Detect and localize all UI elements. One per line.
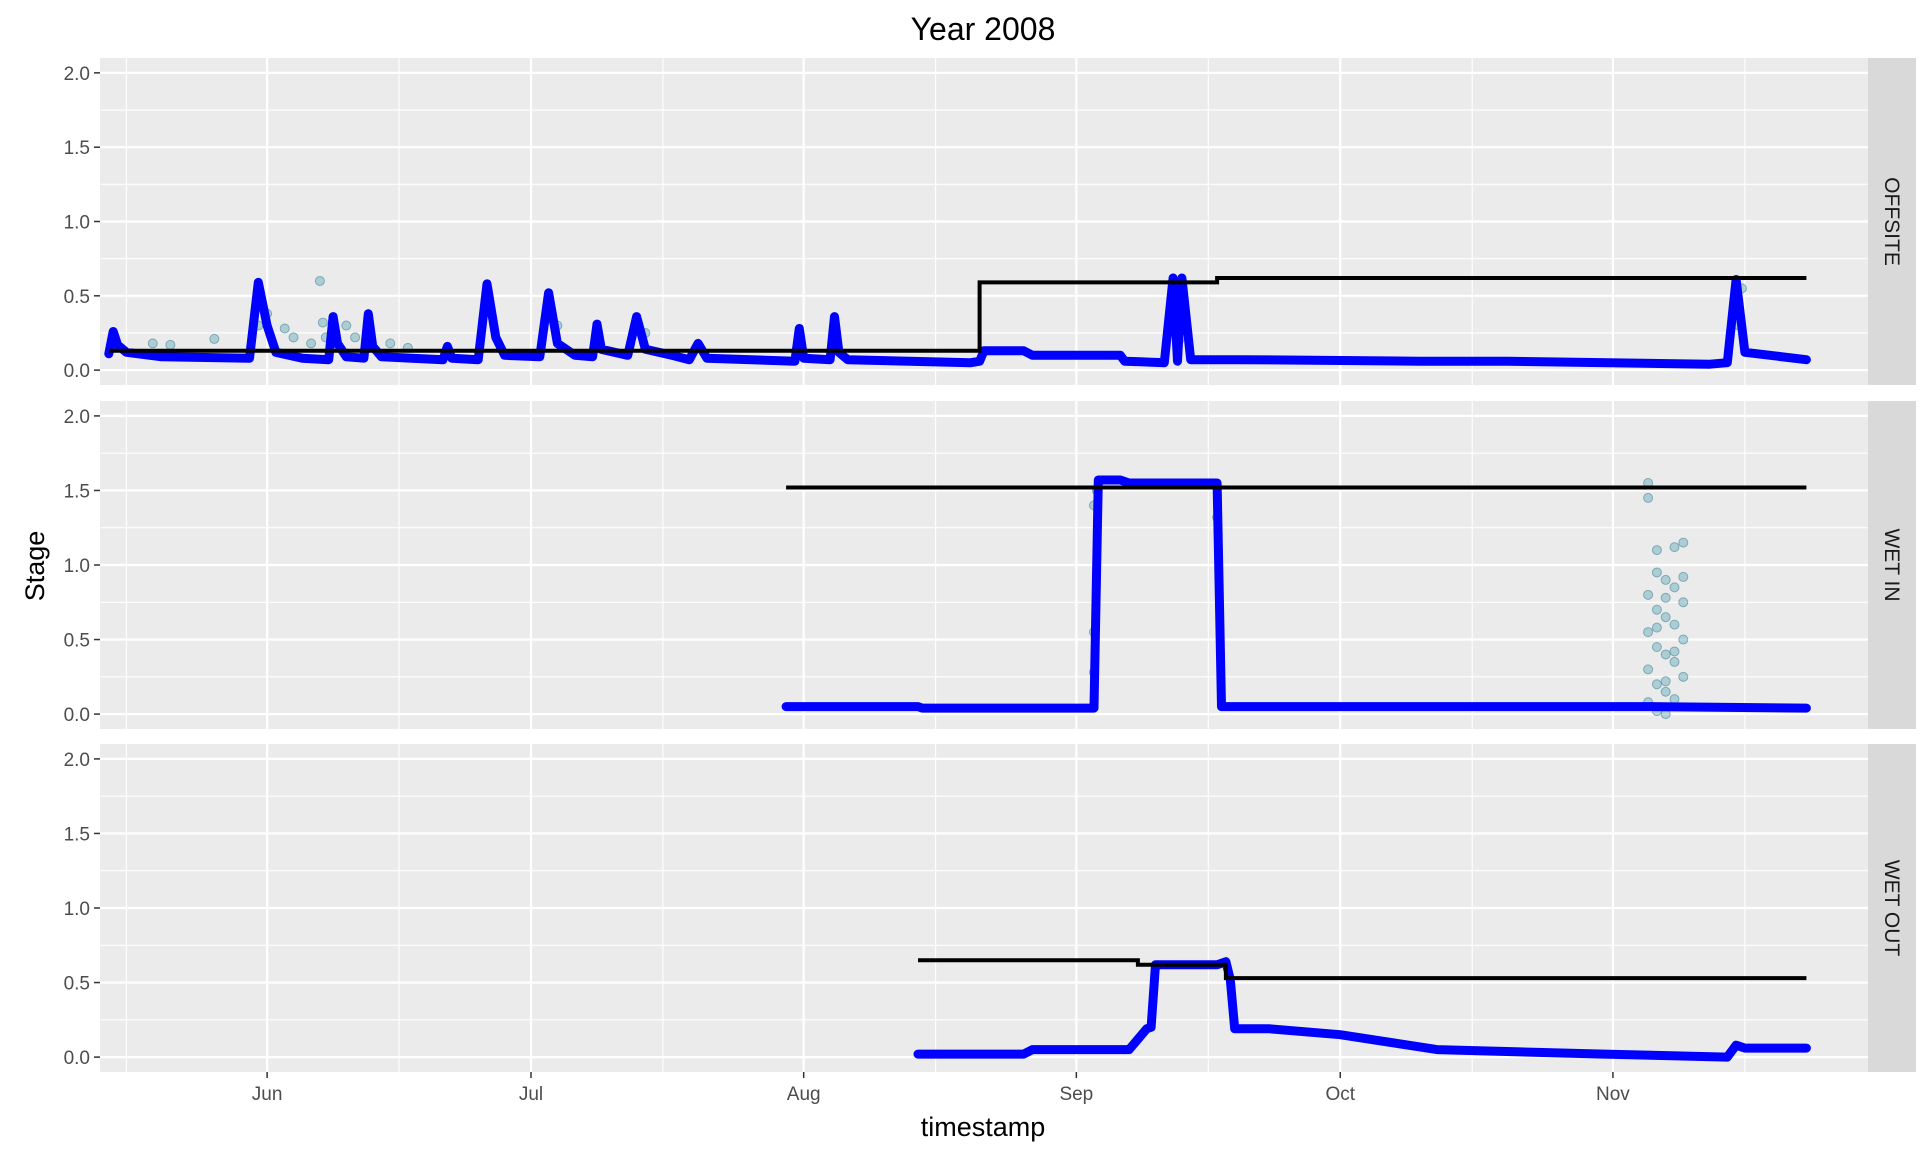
x-tick-label: Oct (1325, 1084, 1355, 1105)
facet-offsite: 0.0 0.5 1.0 1.5 2.0 OFFSITE (64, 58, 1916, 385)
y-axis-title: Stage (20, 531, 50, 602)
chart-title: Year 2008 (911, 11, 1056, 47)
x-tick-label: Aug (787, 1084, 821, 1105)
x-axis: Jun Jul Aug Sep Oct Nov (252, 1072, 1630, 1105)
scatter-point (341, 320, 352, 331)
scatter-point (1669, 619, 1680, 630)
scatter-point (350, 332, 361, 343)
y-tick-label: 0.5 (64, 631, 90, 652)
y-tick-label: 2.0 (64, 750, 90, 771)
scatter-point (317, 317, 328, 328)
scatter-point (1660, 649, 1671, 660)
scatter-point (288, 332, 299, 343)
stage-series-line (104, 273, 1811, 369)
scatter-point (1678, 597, 1689, 608)
scatter-point (1678, 634, 1689, 645)
scatter-point (1643, 664, 1654, 675)
scatter-point (1660, 612, 1671, 623)
y-tick-label: 0.5 (64, 287, 90, 308)
x-tick-label: Jul (519, 1084, 543, 1105)
scatter-point (279, 323, 290, 334)
y-tick-label: 2.0 (64, 64, 90, 85)
scatter-point (306, 338, 317, 349)
scatter-point (1660, 592, 1671, 603)
scatter-point (1669, 646, 1680, 657)
x-axis-title: timestamp (921, 1112, 1046, 1142)
facet-panels: 0.0 0.5 1.0 1.5 2.0 OFFSITE 0.0 0.5 1.0 1.5 2.0 WET… (64, 58, 1916, 1072)
scatter-point (1678, 571, 1689, 582)
y-tick-label: 0.0 (64, 1048, 90, 1069)
y-tick-label: 1.5 (64, 138, 90, 159)
facet-strip-label: WET IN (1880, 528, 1903, 601)
y-tick-label: 2.0 (64, 407, 90, 428)
scatter-point (1669, 656, 1680, 667)
scatter-point (1660, 686, 1671, 697)
scatter-point (385, 338, 396, 349)
scatter-point (1651, 604, 1662, 615)
facet-strip (1868, 401, 1916, 729)
y-tick-label: 0.0 (64, 705, 90, 726)
stage-series-line (781, 475, 1811, 713)
scatter-point (1651, 642, 1662, 652)
scatter-point (147, 338, 158, 349)
facet-strip (1868, 58, 1916, 385)
scatter-point (1669, 542, 1680, 553)
scatter-point (1643, 627, 1654, 638)
scatter-point (165, 339, 176, 350)
y-tick-label: 1.5 (64, 824, 90, 845)
facet-strip-label: OFFSITE (1880, 177, 1903, 266)
y-tick-label: 1.0 (64, 556, 90, 577)
scatter-point (1643, 589, 1654, 600)
scatter-point (1678, 671, 1689, 682)
scatter-point (1669, 582, 1680, 593)
facet-strip (1868, 744, 1916, 1072)
scatter-point (1678, 537, 1689, 548)
facet-strip-label: WET OUT (1880, 860, 1903, 957)
threshold-line (918, 958, 1807, 981)
y-tick-label: 0.0 (64, 361, 90, 382)
y-tick-label: 1.0 (64, 213, 90, 234)
scatter-point (1651, 567, 1662, 578)
x-tick-label: Jun (252, 1084, 283, 1105)
x-tick-label: Sep (1059, 1084, 1093, 1105)
y-tick-label: 1.0 (64, 899, 90, 920)
x-tick-label: Nov (1596, 1084, 1630, 1105)
scatter-point (1643, 492, 1654, 503)
scatter-point (1660, 574, 1671, 585)
scatter-point (209, 333, 220, 344)
threshold-line (108, 276, 1807, 353)
facet-wet-in: 0.0 0.5 1.0 1.5 2.0 WET IN (64, 401, 1916, 729)
y-tick-label: 1.5 (64, 481, 90, 502)
scatter-point (1660, 676, 1671, 687)
scatter-point (1651, 545, 1662, 556)
scatter-point (1651, 679, 1662, 690)
scatter-point (1651, 622, 1662, 633)
scatter-point (314, 275, 325, 286)
facet-wet-out: 0.0 0.5 1.0 1.5 2.0 WET OUT (64, 744, 1916, 1072)
y-tick-label: 0.5 (64, 974, 90, 995)
